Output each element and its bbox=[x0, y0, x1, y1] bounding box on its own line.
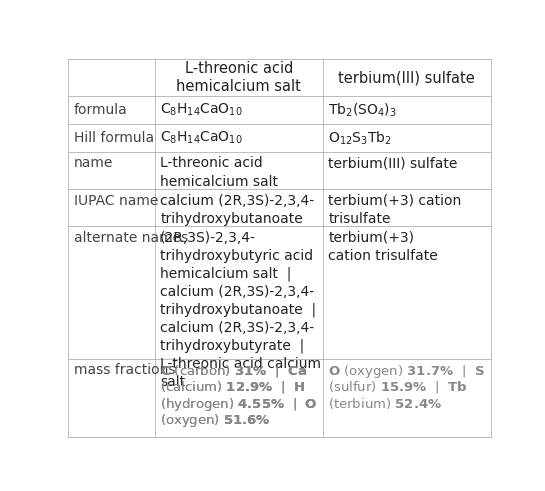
Text: Tb$_2$(SO$_4$)$_3$: Tb$_2$(SO$_4$)$_3$ bbox=[328, 101, 397, 119]
Text: IUPAC name: IUPAC name bbox=[74, 193, 158, 208]
Text: Hill formula: Hill formula bbox=[74, 131, 154, 145]
Text: $\mathbf{O}$ (oxygen) $\mathbf{31.7\%}$  |  $\mathbf{S}$: $\mathbf{O}$ (oxygen) $\mathbf{31.7\%}$ … bbox=[328, 363, 485, 380]
Text: terbium(+3)
cation trisulfate: terbium(+3) cation trisulfate bbox=[328, 231, 438, 263]
Text: C$_8$H$_{14}$CaO$_{10}$: C$_8$H$_{14}$CaO$_{10}$ bbox=[160, 102, 243, 118]
Text: (oxygen) $\mathbf{51.6\%}$: (oxygen) $\mathbf{51.6\%}$ bbox=[160, 412, 271, 429]
Text: mass fractions: mass fractions bbox=[74, 363, 175, 377]
Text: C$_8$H$_{14}$CaO$_{10}$: C$_8$H$_{14}$CaO$_{10}$ bbox=[160, 130, 243, 146]
Text: (hydrogen) $\mathbf{4.55\%}$  |  $\mathbf{O}$: (hydrogen) $\mathbf{4.55\%}$ | $\mathbf{… bbox=[160, 396, 318, 413]
Text: (2R,3S)-2,3,4-
trihydroxybutyric acid
hemicalcium salt  |
calcium (2R,3S)-2,3,4-: (2R,3S)-2,3,4- trihydroxybutyric acid he… bbox=[160, 231, 321, 389]
Text: (hydrogen) $\mathbf{4.55\%}$  |  $\mathbf{O}$: (hydrogen) $\mathbf{4.55\%}$ | $\mathbf{… bbox=[160, 396, 318, 413]
Text: $\mathbf{C}$ (carbon) $\mathbf{31\%}$  |  $\mathbf{Ca}$: $\mathbf{C}$ (carbon) $\mathbf{31\%}$ | … bbox=[160, 363, 307, 379]
Text: terbium(III) sulfate: terbium(III) sulfate bbox=[328, 156, 458, 170]
Text: L-threonic acid
hemicalcium salt: L-threonic acid hemicalcium salt bbox=[160, 156, 278, 189]
Text: formula: formula bbox=[74, 103, 128, 117]
Text: (terbium) $\mathbf{52.4\%}$: (terbium) $\mathbf{52.4\%}$ bbox=[328, 396, 443, 411]
Text: L-threonic acid
hemicalcium salt: L-threonic acid hemicalcium salt bbox=[177, 61, 301, 94]
Text: alternate names: alternate names bbox=[74, 231, 188, 245]
Text: calcium (2R,3S)-2,3,4-
trihydroxybutanoate: calcium (2R,3S)-2,3,4- trihydroxybutanoa… bbox=[160, 193, 314, 226]
Text: (calcium) $\mathbf{12.9\%}$  |  $\mathbf{H}$: (calcium) $\mathbf{12.9\%}$ | $\mathbf{H… bbox=[160, 380, 305, 395]
Text: (oxygen) $\mathbf{51.6\%}$: (oxygen) $\mathbf{51.6\%}$ bbox=[160, 412, 271, 429]
Text: (calcium) $\mathbf{12.9\%}$  |  $\mathbf{H}$: (calcium) $\mathbf{12.9\%}$ | $\mathbf{H… bbox=[160, 380, 305, 395]
Text: terbium(III) sulfate: terbium(III) sulfate bbox=[338, 70, 475, 85]
Text: $\mathbf{C}$ (carbon) $\mathbf{31\%}$  |  $\mathbf{Ca}$: $\mathbf{C}$ (carbon) $\mathbf{31\%}$ | … bbox=[160, 363, 307, 379]
Text: terbium(+3) cation
trisulfate: terbium(+3) cation trisulfate bbox=[328, 193, 462, 226]
Text: name: name bbox=[74, 156, 113, 170]
Text: (sulfur) $\mathbf{15.9\%}$  |  $\mathbf{Tb}$: (sulfur) $\mathbf{15.9\%}$ | $\mathbf{Tb… bbox=[328, 380, 468, 395]
Text: O$_{12}$S$_3$Tb$_2$: O$_{12}$S$_3$Tb$_2$ bbox=[328, 129, 392, 146]
